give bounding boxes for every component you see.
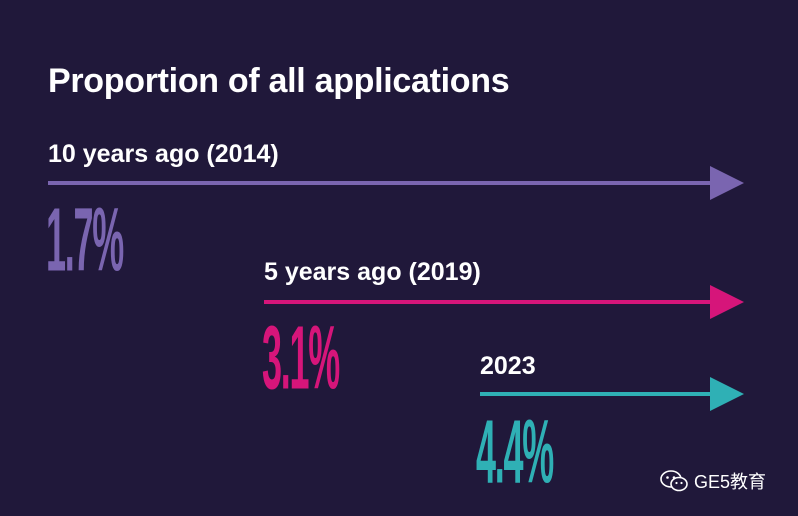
arrow-2019-head [710,285,744,319]
arrow-2014 [48,166,744,200]
value-label-2014: 1.7% [46,189,124,291]
period-label-2023: 2023 [480,352,536,380]
chart-title: Proportion of all applications [48,62,510,100]
arrow-2014-head [710,166,744,200]
watermark: GE5教育 [660,468,766,494]
wechat-icon [660,470,688,492]
value-label-2019: 3.1% [262,307,340,409]
arrow-2023 [480,377,744,411]
arrow-2019 [264,285,744,319]
period-label-2014: 10 years ago (2014) [48,140,279,168]
arrow-2023-head [710,377,744,411]
value-label-2023: 4.4% [476,401,554,503]
period-label-2019: 5 years ago (2019) [264,258,481,286]
watermark-text: GE5教育 [694,472,767,492]
